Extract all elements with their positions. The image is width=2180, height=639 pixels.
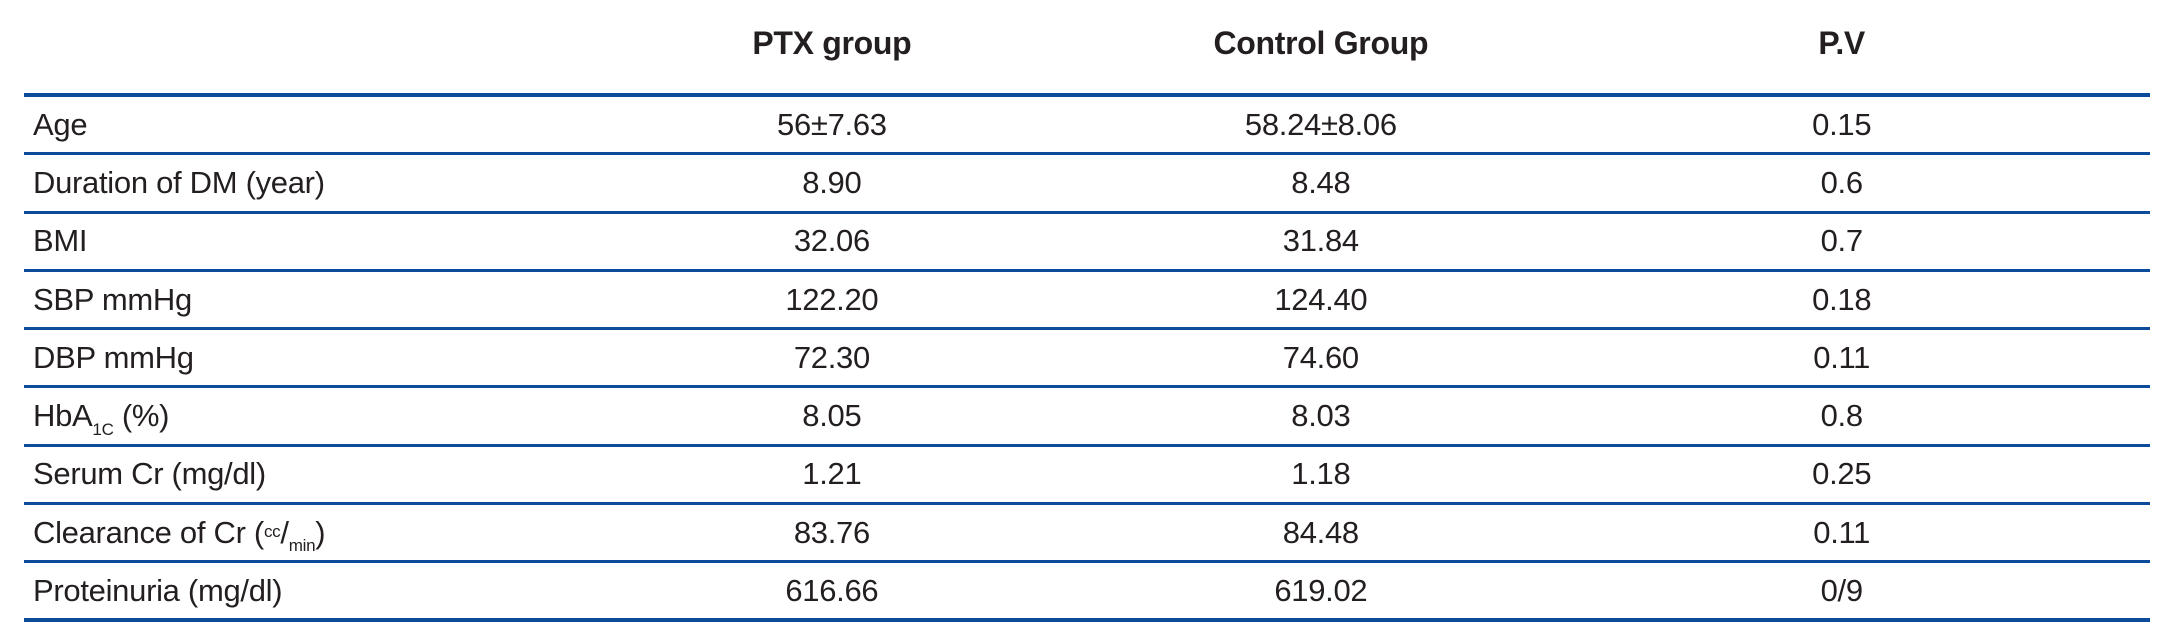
row-label: HbA1C (%) — [24, 398, 556, 439]
label-sup-text: cc — [263, 521, 281, 541]
ptx-group-value: 56±7.63 — [777, 106, 887, 142]
row-label: Serum Cr (mg/dl) — [24, 456, 556, 492]
label-text: BMI — [33, 223, 88, 259]
control-group-value: 8.48 — [1291, 164, 1351, 200]
table-header-row: PTX group Control Group P.V — [24, 0, 2150, 97]
ptx-group-value: 616.66 — [785, 572, 879, 608]
column-header-empty — [24, 44, 556, 50]
label-text: Age — [33, 106, 88, 142]
label-text: Clearance of Cr ( — [33, 514, 264, 550]
ptx-group-value: 83.76 — [793, 514, 870, 550]
control-group-value: 619.02 — [1274, 572, 1368, 608]
p-value: 0.11 — [1813, 514, 1871, 550]
ptx-group-value: 1.21 — [802, 456, 862, 492]
control-group-value: 8.03 — [1291, 398, 1351, 434]
table-row: Clearance of Cr (cc/min) 83.76 84.48 0.11 — [24, 505, 2150, 564]
label-text: SBP mmHg — [33, 281, 192, 317]
column-header-pv: P.V — [1818, 25, 1865, 61]
control-group-value: 1.18 — [1291, 456, 1351, 492]
column-header-control-group: Control Group — [1213, 25, 1429, 61]
ptx-group-value: 8.05 — [802, 398, 862, 434]
control-group-value: 31.84 — [1282, 223, 1359, 259]
row-label: Clearance of Cr (cc/min) — [24, 514, 556, 556]
label-sub-text: min — [288, 536, 316, 556]
table-row: DBP mmHg 72.30 74.60 0.11 — [24, 330, 2150, 389]
control-group-value: 124.40 — [1274, 281, 1368, 317]
p-value: 0.7 — [1820, 223, 1864, 259]
p-value: 0/9 — [1820, 572, 1864, 608]
row-label: BMI — [24, 223, 556, 259]
label-text: HbA — [33, 398, 93, 434]
table-row: Serum Cr (mg/dl) 1.21 1.18 0.25 — [24, 447, 2150, 506]
table-row: HbA1C (%) 8.05 8.03 0.8 — [24, 388, 2150, 447]
label-sub-text: 1C — [92, 419, 114, 439]
p-value: 0.8 — [1820, 398, 1864, 434]
label-text: (%) — [113, 398, 170, 434]
row-label: SBP mmHg — [24, 282, 556, 318]
row-label: Duration of DM (year) — [24, 165, 556, 201]
ptx-group-value: 122.20 — [785, 281, 879, 317]
ptx-group-value: 32.06 — [793, 223, 870, 259]
control-group-value: 84.48 — [1282, 514, 1359, 550]
table-row: Age 56±7.63 58.24±8.06 0.15 — [24, 97, 2150, 156]
label-text: ) — [315, 514, 326, 550]
control-group-value: 74.60 — [1282, 339, 1359, 375]
p-value: 0.6 — [1820, 164, 1864, 200]
label-text: / — [280, 514, 289, 550]
p-value: 0.15 — [1812, 106, 1872, 142]
ptx-group-value: 72.30 — [793, 339, 870, 375]
baseline-characteristics-table: PTX group Control Group P.V Age 56±7.63 58… — [24, 0, 2150, 622]
table-row: Duration of DM (year) 8.90 8.48 0.6 — [24, 155, 2150, 214]
column-header-ptx-group: PTX group — [752, 25, 912, 61]
label-text: Duration of DM (year) — [33, 164, 325, 200]
p-value: 0.18 — [1812, 281, 1872, 317]
row-label: DBP mmHg — [24, 340, 556, 376]
p-value: 0.11 — [1813, 339, 1871, 375]
table-row: BMI 32.06 31.84 0.7 — [24, 214, 2150, 272]
label-text: Serum Cr (mg/dl) — [33, 456, 266, 492]
row-label: Age — [24, 107, 556, 143]
row-label: Proteinuria (mg/dl) — [24, 573, 556, 609]
label-text: Proteinuria (mg/dl) — [33, 572, 283, 608]
label-text: DBP mmHg — [33, 339, 194, 375]
table-row: SBP mmHg 122.20 124.40 0.18 — [24, 272, 2150, 331]
p-value: 0.25 — [1812, 456, 1872, 492]
table-body: Age 56±7.63 58.24±8.06 0.15 Duration of DM (… — [24, 97, 2150, 622]
ptx-group-value: 8.90 — [802, 164, 862, 200]
table-row: Proteinuria (mg/dl) 616.66 619.02 0/9 — [24, 563, 2150, 622]
control-group-value: 58.24±8.06 — [1244, 106, 1397, 142]
